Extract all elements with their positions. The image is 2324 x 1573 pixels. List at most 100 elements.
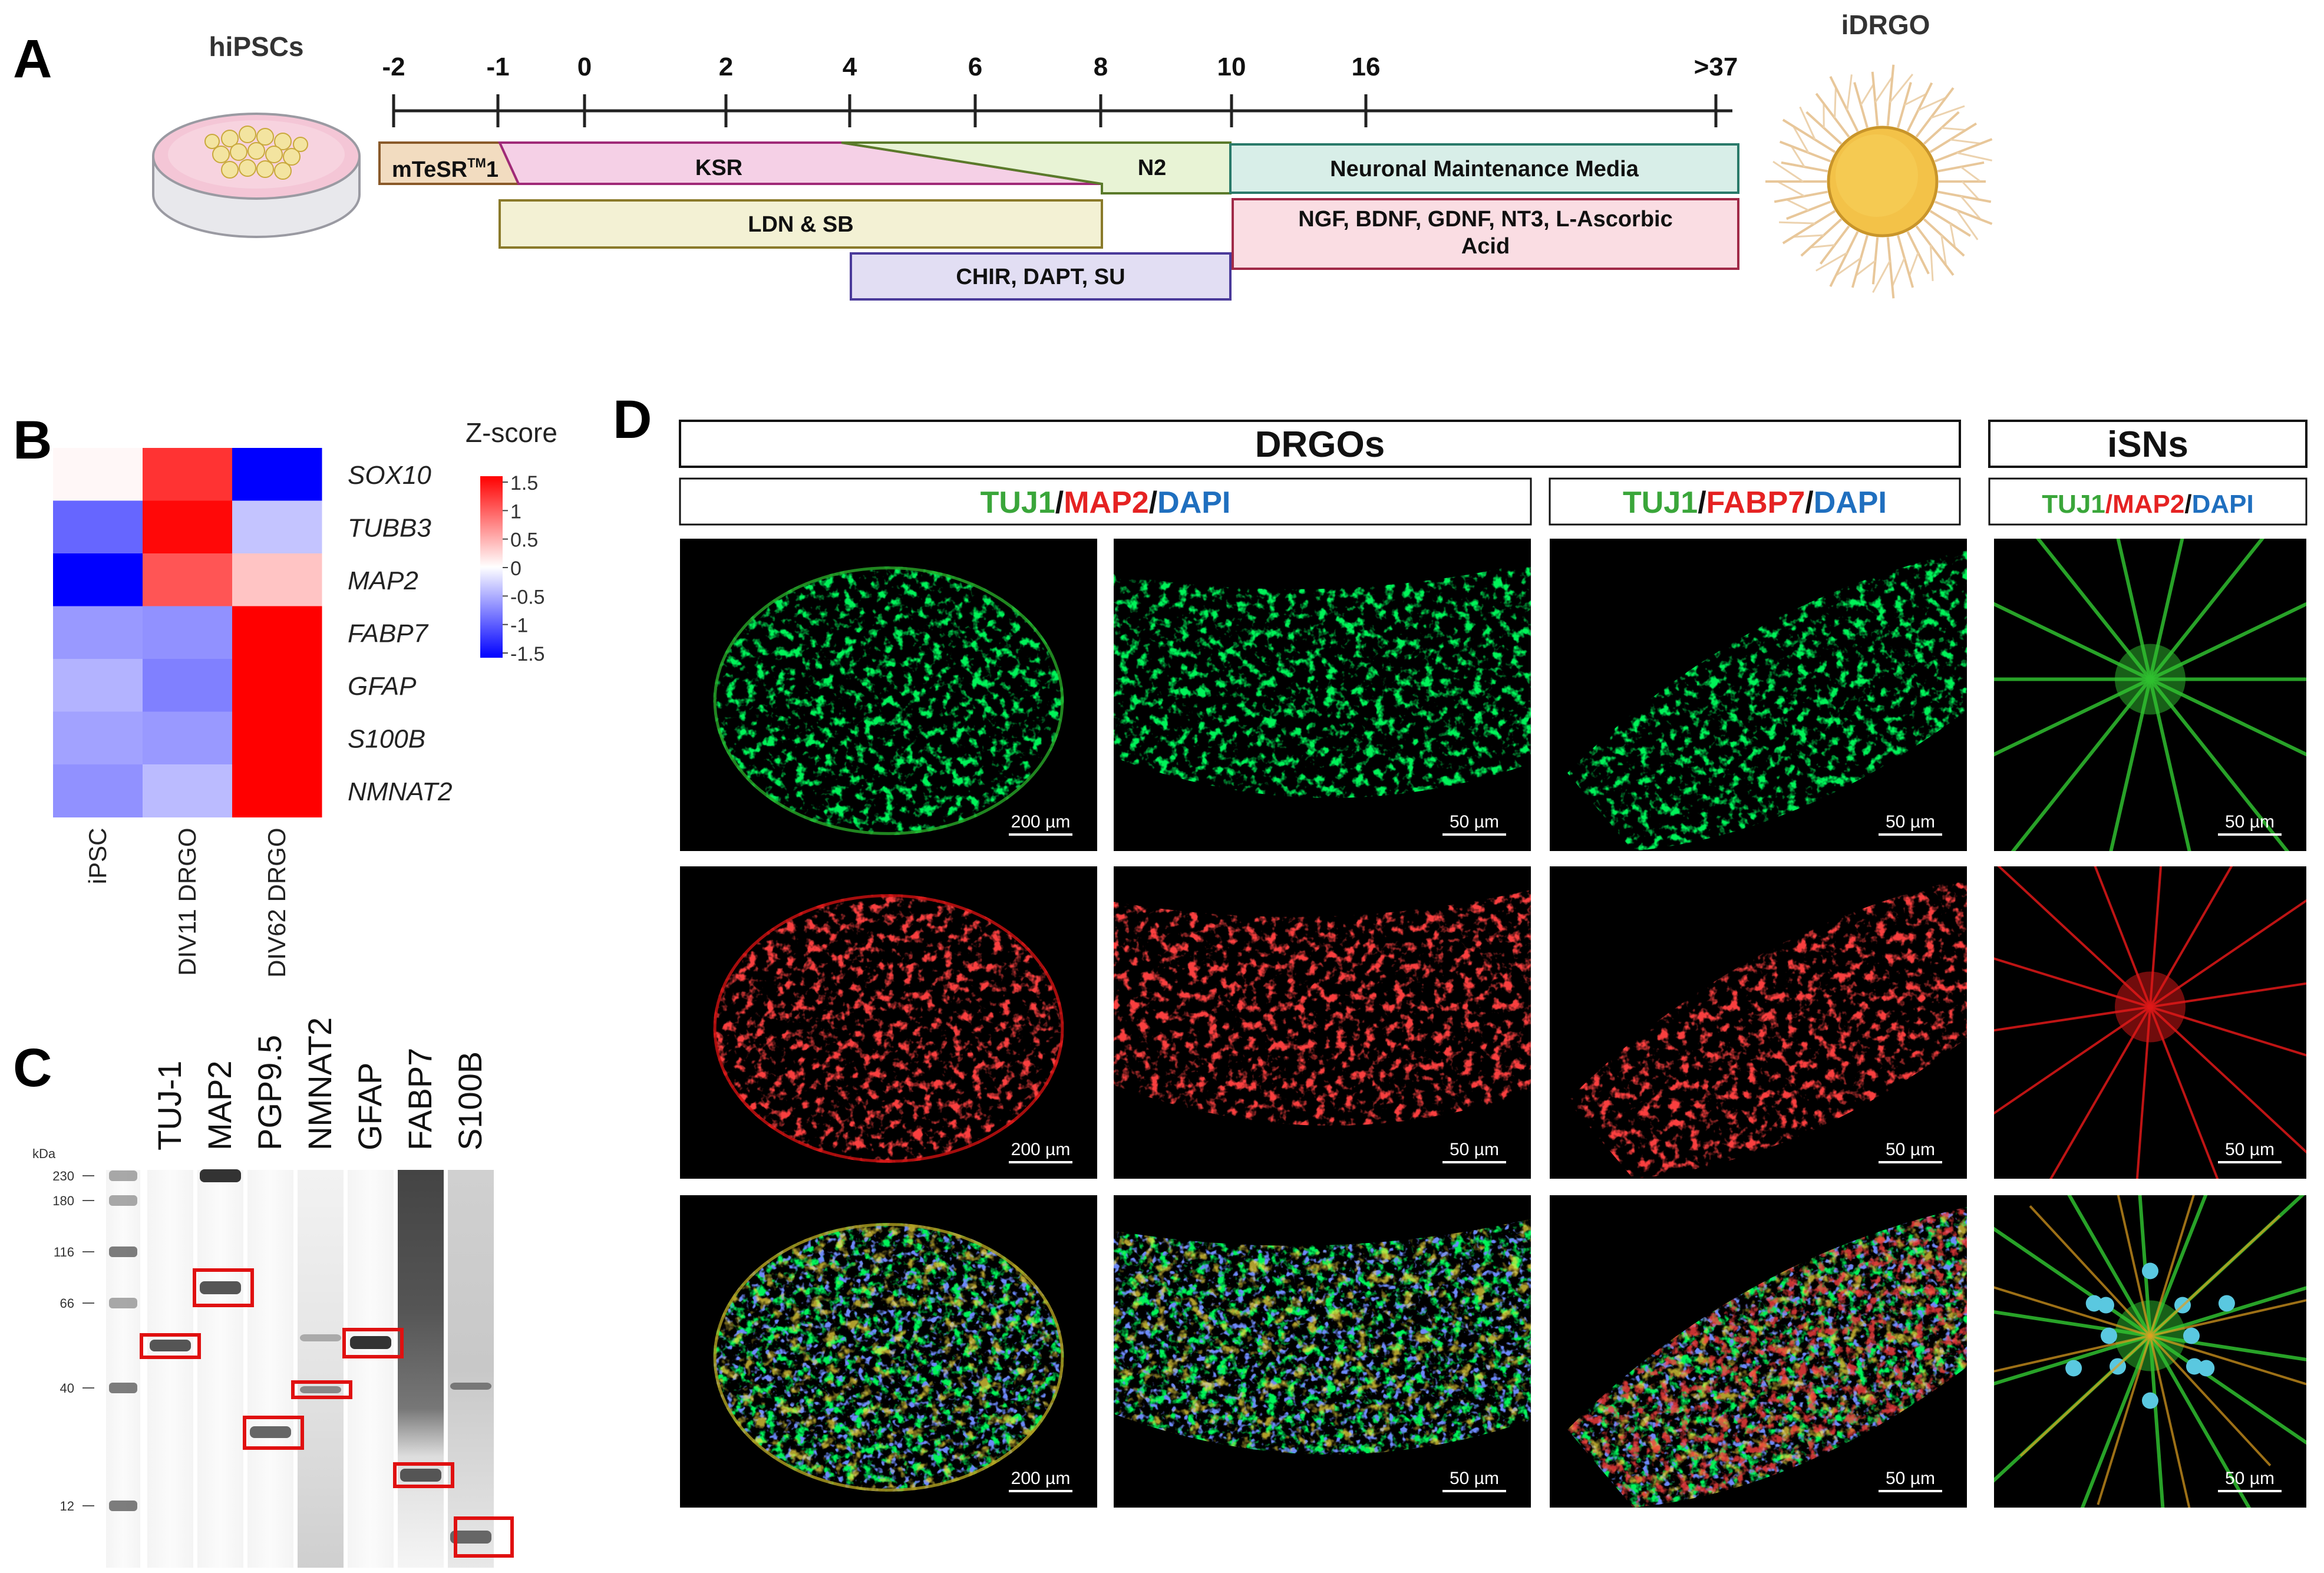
neurite-branch [1811,244,1835,249]
neurite-branch [1787,199,1809,212]
neuron-fiber [1994,602,2151,681]
neurite-branch [1834,88,1837,118]
neurite-branch [1815,252,1848,272]
neurite-branch [1891,258,1906,286]
panel-letter-b: B [13,410,52,470]
stain-label-segment: DAPI [1157,486,1230,520]
legend-tick-label: 0 [510,558,521,580]
blot-lanes [140,1169,514,1568]
ladder-mark-label: 12 [60,1499,74,1513]
neurite-line [1779,140,1831,163]
legend-tick-label: 1 [510,500,521,523]
scale-bar-label: 50 µm [2225,1469,2275,1488]
neurite-branch [1941,127,1965,131]
neuron-fiber [2094,866,2151,1008]
stain-label: TUJ1/FABP7/DAPI [1623,486,1887,520]
blot-lane [348,1170,394,1568]
blot-lane [247,1170,293,1568]
blot-band [300,1386,341,1393]
neurite-branch [1949,223,1956,247]
blot-band [200,1169,241,1182]
ldn-sb-label: LDN & SB [748,212,853,237]
organoid-highlight [1836,134,1918,217]
chir-label: CHIR, DAPT, SU [956,265,1125,289]
neurite-branch [1940,235,1947,265]
western-blot: kDa 230 180 116 66 40 12 TUJ-1 MAP2 PGP9.5 NMNAT… [32,1017,514,1568]
panel-d: DRGOs iSNs TUJ1/MAP2/DAPI TUJ1/FABP7/DAPI… [648,413,2324,1573]
legend-title: Z-score [466,417,557,448]
band-highlight-box [454,1516,514,1558]
stain-header-isn [1988,477,2308,526]
heatmap-cell [143,553,233,606]
neuron-fiber [2148,678,2191,851]
heatmap-cell [143,711,233,765]
neurite-line [1781,161,1828,173]
neurite-branch [1961,180,1979,200]
neurite-line [1829,231,1859,288]
heatmap-cell [53,659,143,712]
legend-tick-label: 1.5 [510,472,538,494]
micrograph-tile: 50 µm [1114,866,1531,1179]
ngf-box [1232,198,1739,270]
ldn-sb-box [499,199,1103,249]
scale-bar-label: 50 µm [1450,1140,1499,1159]
band-highlight-box [291,1380,352,1399]
ladder-band [109,1383,137,1393]
neurite-branch [1909,252,1919,276]
neuron-fiber [2148,678,2290,851]
neuron-fiber [2149,677,2306,757]
scale-bar-label: 50 µm [1886,1469,1935,1488]
micrograph-tile: 50 µm [1994,539,2306,851]
molecular-weight-ladder: 230 180 116 66 40 12 [52,1169,140,1568]
neurite-branch [1846,74,1853,111]
blot-lane-label: S100B [451,1051,488,1150]
zscore-heatmap: SOX10 TUBB3 MAP2 FABP7 GFAP S100B NMNAT2 iPSC D… [53,417,557,978]
timeline-day-label: 10 [1217,52,1246,81]
timeline-day-label: 6 [968,52,982,81]
neurite-branch [1860,84,1874,105]
ladder-mark-label: 230 [52,1169,74,1183]
neurite-line [1886,237,1895,299]
neurite-branch [1956,151,1992,161]
neuron-fiber [2035,539,2152,681]
heatmap-row-label: S100B [348,724,425,753]
blot-lane [448,1170,494,1568]
micrograph-tile: 200 µm [680,1195,1097,1508]
nucleus [2218,1295,2235,1312]
neuron-fiber [2150,1286,2306,1338]
ladder-band [109,1170,137,1181]
blot-band [350,1336,391,1349]
neuron-fiber [2116,539,2152,680]
neurite-line [1800,218,1843,257]
timeline-day-label: -1 [486,52,509,81]
blot-band [250,1426,291,1438]
legend-colorbar [480,476,503,658]
heatmap-column-label: DIV62 DRGO [263,828,290,978]
nucleus [2142,1392,2158,1409]
neurite-branch [1791,146,1805,167]
heatmap-cell [53,711,143,765]
ngf-label-line1: NGF, BDNF, GDNF, NT3, L-Ascorbic [1298,207,1673,232]
neurite-branch [1836,257,1861,276]
nucleus [2065,1360,2082,1377]
blot-lane [298,1170,344,1568]
stain-label: TUJ1/MAP2/DAPI [981,486,1231,520]
neurite-line [1915,225,1955,276]
factors-row: LDN & SB CHIR, DAPT, SU NGF, BDNF, GDNF,… [499,198,1739,301]
timeline-day-label: 0 [577,52,592,81]
organoid-icon [1765,64,1993,299]
neuronal-label: Neuronal Maintenance Media [1330,157,1639,182]
stain-label-segment: MAP2 [1064,486,1148,520]
band-highlight-box [193,1268,254,1307]
blot-band [400,1469,441,1482]
neurite-line [1782,118,1836,153]
green-signal [1114,562,1531,799]
mtesr-label: mTeSRTM1 [392,156,499,182]
neuron-fiber [2138,1195,2152,1336]
panel-b: SOX10 TUBB3 MAP2 FABP7 GFAP S100B NMNAT2 iPSC D… [0,389,613,1008]
timeline-figure: hiPSCs -2 -1 0 2 4 6 8 10 16 >37 mTeSRTM1 KSR N2 … [152,9,1993,301]
neurite-line [1906,82,1933,132]
ladder-mark-label: 40 [60,1381,74,1396]
n2-box [841,141,1232,194]
neurite-branch [1917,97,1946,111]
